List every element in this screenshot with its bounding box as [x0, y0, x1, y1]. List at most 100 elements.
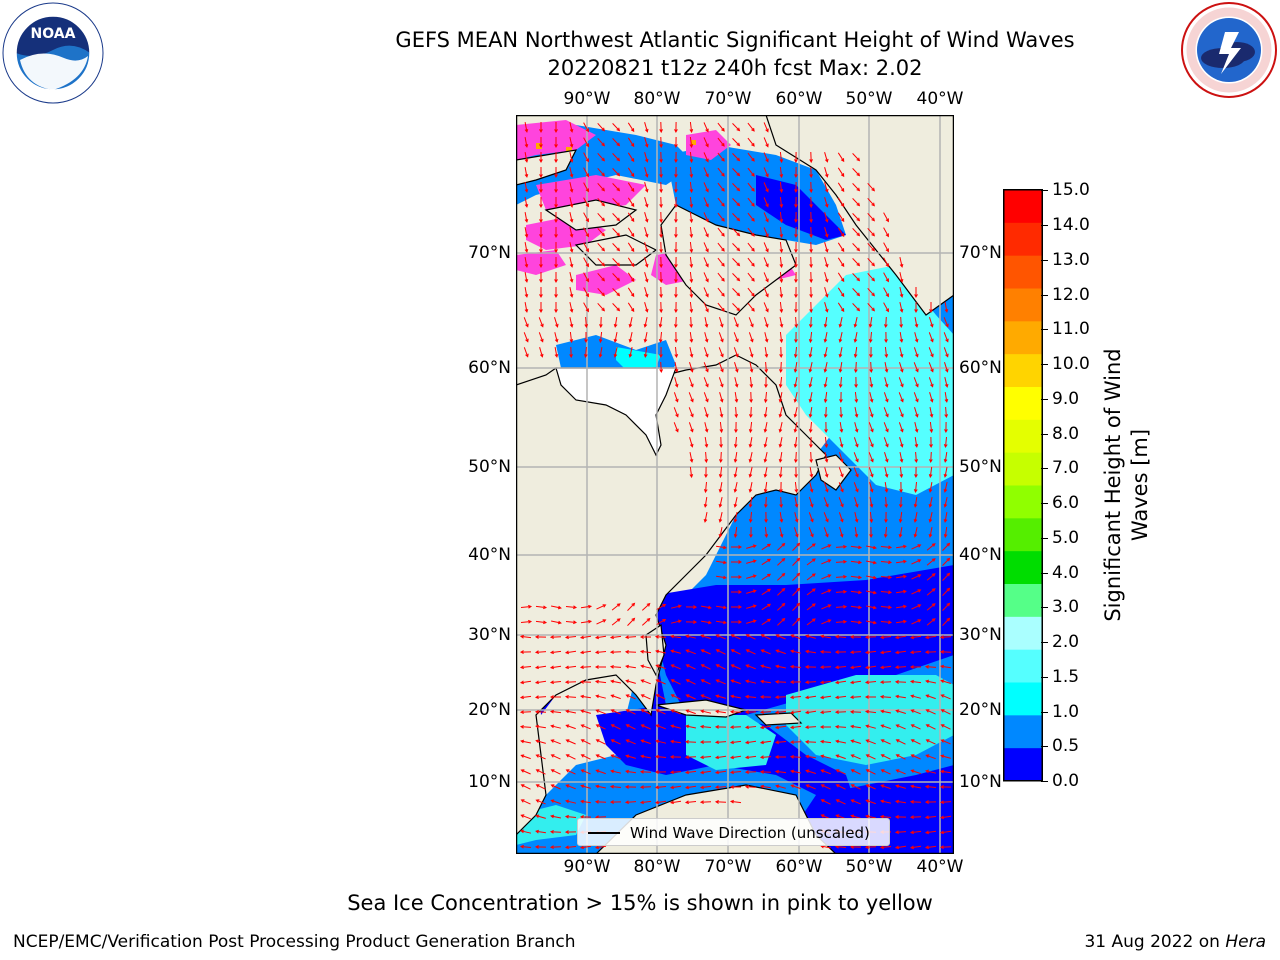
- wave-direction-arrow: [790, 769, 801, 774]
- wave-direction-arrow: [624, 800, 637, 805]
- lon-label-top: 50°W: [845, 89, 893, 109]
- wave-direction-arrow: [778, 466, 783, 479]
- wave-direction-arrow: [580, 619, 593, 624]
- wave-direction-arrow: [716, 620, 727, 625]
- wave-direction-arrow: [821, 574, 832, 580]
- wave-direction-arrow: [685, 605, 698, 609]
- wave-direction-arrow: [880, 754, 891, 760]
- wave-direction-arrow: [819, 649, 832, 654]
- wave-direction-arrow: [685, 664, 696, 670]
- wave-direction-arrow: [748, 406, 753, 419]
- wave-direction-arrow: [704, 317, 709, 328]
- wave-direction-arrow: [610, 739, 621, 745]
- wave-direction-arrow: [819, 665, 832, 670]
- wave-direction-arrow: [819, 725, 831, 729]
- wave-direction-arrow: [670, 634, 681, 639]
- wave-direction-arrow: [744, 784, 757, 789]
- wave-direction-arrow: [554, 137, 558, 149]
- wave-direction-arrow: [763, 197, 769, 208]
- wave-direction-arrow: [564, 650, 577, 655]
- wave-direction-arrow: [598, 347, 603, 358]
- wave-direction-arrow: [689, 196, 694, 209]
- wave-direction-arrow: [519, 695, 532, 700]
- wave-direction-arrow: [659, 286, 663, 299]
- wave-direction-arrow: [868, 452, 874, 463]
- wave-direction-arrow: [808, 421, 813, 434]
- wave-direction-arrow: [703, 287, 709, 298]
- wave-direction-arrow: [597, 302, 606, 312]
- wave-direction-arrow: [834, 665, 847, 670]
- wave-direction-arrow: [838, 347, 843, 358]
- lat-label-right: 50°N: [959, 457, 1002, 477]
- wave-direction-arrow: [944, 362, 949, 373]
- wave-direction-arrow: [896, 574, 907, 579]
- wave-direction-arrow: [940, 724, 951, 730]
- wave-direction-arrow: [928, 482, 933, 493]
- wave-direction-arrow: [644, 137, 649, 148]
- colorbar-tick-mark: [1041, 573, 1048, 574]
- wave-direction-arrow: [809, 497, 814, 508]
- wave-direction-arrow: [835, 784, 846, 790]
- wave-direction-arrow: [824, 152, 829, 163]
- wave-direction-arrow: [794, 211, 798, 224]
- wave-direction-arrow: [718, 496, 723, 508]
- wave-direction-arrow: [612, 123, 621, 132]
- wave-direction-arrow: [674, 256, 678, 269]
- wave-direction-arrow: [609, 650, 622, 654]
- colorbar-tick: 2.0: [1052, 632, 1080, 652]
- wave-direction-arrow: [804, 710, 817, 715]
- wave-direction-arrow: [748, 482, 753, 493]
- wave-direction-arrow: [639, 800, 652, 805]
- wave-direction-arrow: [519, 634, 532, 639]
- wave-direction-arrow: [779, 496, 784, 509]
- wave-direction-arrow: [853, 361, 858, 374]
- wave-direction-arrow: [838, 376, 843, 389]
- wave-direction-arrow: [794, 512, 799, 523]
- wave-direction-arrow: [627, 182, 635, 193]
- wave-direction-arrow: [774, 725, 787, 730]
- wave-direction-arrow: [760, 784, 771, 789]
- wave-direction-arrow: [659, 136, 663, 149]
- wave-direction-arrow: [520, 814, 531, 820]
- wave-direction-arrow: [598, 331, 603, 344]
- legend-line-sample: [588, 832, 620, 834]
- wave-direction-arrow: [779, 526, 784, 538]
- wave-direction-arrow: [909, 830, 922, 835]
- wave-direction-arrow: [597, 212, 606, 222]
- wave-direction-arrow: [898, 377, 904, 388]
- colorbar-segment: [1004, 255, 1042, 289]
- wave-direction-arrow: [580, 739, 591, 745]
- wave-direction-arrow: [716, 560, 727, 565]
- wave-direction-arrow: [719, 436, 723, 449]
- wave-direction-arrow: [554, 347, 559, 358]
- wave-direction-arrow: [554, 257, 558, 269]
- wave-direction-arrow: [689, 256, 694, 269]
- colorbar-label: Significant Height of Wind Waves [m]: [1101, 348, 1152, 622]
- wave-direction-arrow: [853, 452, 859, 463]
- wave-direction-arrow: [627, 287, 635, 298]
- wave-direction-arrow: [909, 635, 922, 640]
- wave-direction-arrow: [806, 543, 816, 551]
- wave-direction-arrow: [929, 436, 933, 449]
- wave-direction-arrow: [674, 286, 678, 299]
- wave-direction-arrow: [944, 376, 949, 388]
- wave-direction-arrow: [595, 754, 606, 760]
- wave-direction-arrow: [839, 406, 844, 419]
- wave-direction-arrow: [639, 769, 652, 774]
- wave-direction-arrow: [943, 512, 948, 523]
- wave-direction-arrow: [670, 619, 682, 624]
- colorbar-frame: [1003, 189, 1043, 782]
- wave-direction-arrow: [883, 287, 889, 298]
- wave-direction-arrow: [732, 183, 741, 192]
- wave-direction-arrow: [610, 709, 621, 715]
- wave-direction-arrow: [564, 830, 577, 834]
- wave-direction-arrow: [704, 451, 709, 464]
- wave-direction-arrow: [535, 769, 546, 775]
- wave-direction-arrow: [943, 526, 948, 539]
- wave-direction-arrow: [809, 286, 813, 299]
- wave-direction-arrow: [792, 602, 801, 611]
- wave-direction-arrow: [880, 605, 893, 610]
- wave-direction-arrow: [689, 316, 694, 329]
- wave-direction-arrow: [898, 392, 904, 403]
- wave-direction-arrow: [884, 362, 889, 373]
